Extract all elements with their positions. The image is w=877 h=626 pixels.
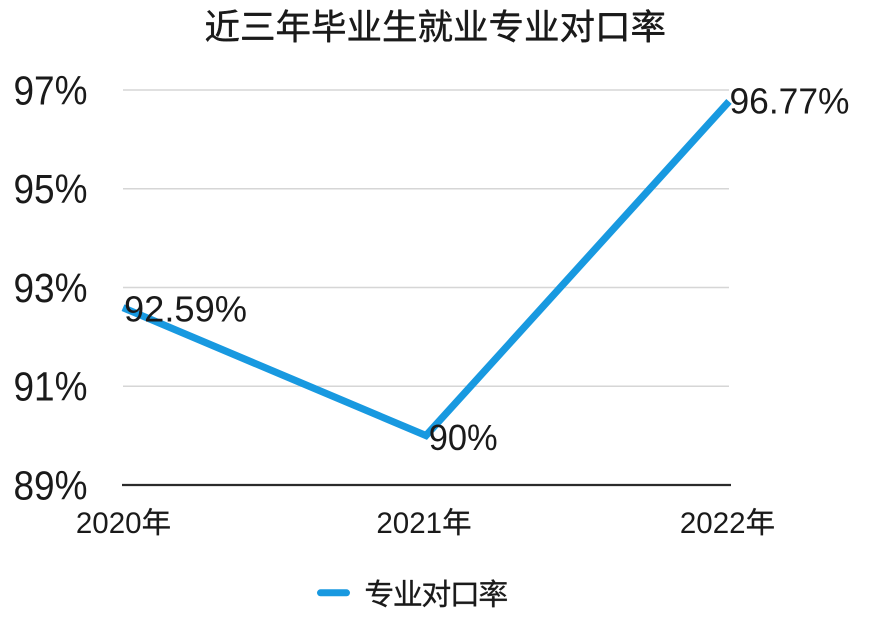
svg-text:92.59%: 92.59% (124, 288, 247, 329)
svg-text:93%: 93% (14, 265, 88, 311)
svg-text:95%: 95% (14, 166, 88, 212)
svg-text:89%: 89% (14, 462, 88, 508)
svg-text:2021: 2021 (376, 507, 442, 540)
svg-text:91%: 91% (14, 364, 88, 410)
svg-text:90%: 90% (429, 417, 498, 458)
svg-text:2022: 2022 (680, 507, 746, 540)
svg-text:96.77%: 96.77% (730, 81, 850, 122)
svg-text:2020: 2020 (76, 507, 142, 540)
svg-text:97%: 97% (14, 67, 88, 113)
